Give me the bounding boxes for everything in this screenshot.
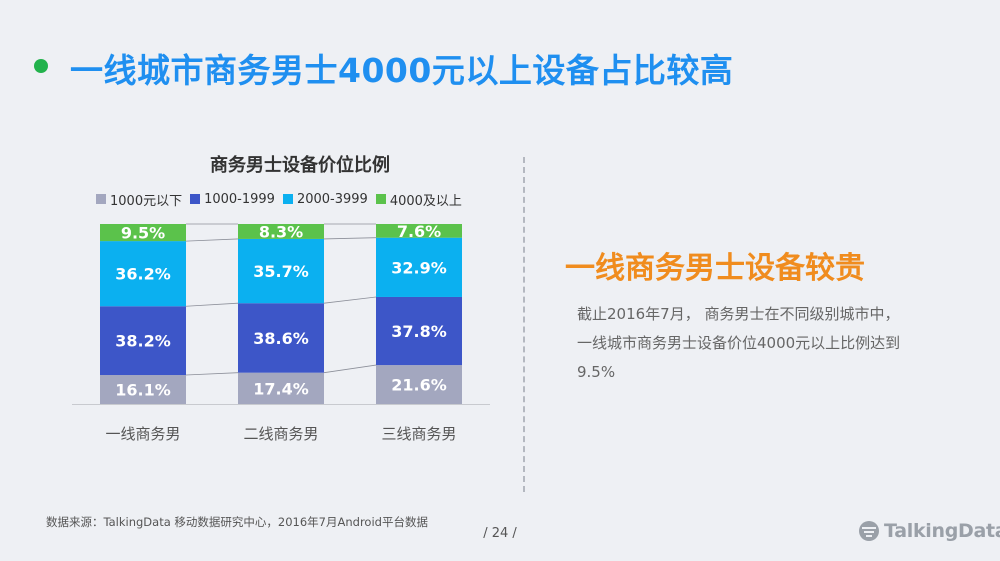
legend-swatch-series-3	[375, 194, 386, 204]
data-source-note: 数据来源：TalkingData 移动数据研究中心，2016年7月Android…	[46, 515, 428, 529]
stacked-bar-chart: 16.1% 38.2% 36.2% 9.5% 17.4% 38.6% 35.7% 8.3% 21…	[72, 222, 490, 443]
bar-segment-0-3	[100, 224, 186, 242]
data-label-0-0: 16.1%	[115, 381, 171, 400]
bar-segment-1-3	[238, 224, 324, 239]
data-label-1-3: 8.3%	[259, 222, 303, 241]
legend-label-series-2: 2000-3999	[296, 191, 368, 207]
data-label-1-0: 17.4%	[253, 379, 309, 398]
data-label-2-2: 32.9%	[391, 258, 447, 277]
connector-line-1-1	[323, 296, 377, 304]
connector-line-0-1	[185, 302, 239, 307]
data-label-0-2: 36.2%	[115, 265, 171, 284]
connector-line-0-0	[185, 372, 239, 376]
legend-label-series-0: 1000元以下	[110, 193, 183, 209]
data-label-2-1: 37.8%	[391, 322, 447, 341]
talkingdata-logo-icon	[859, 521, 879, 541]
side-description-line-1: 截止2016年7月， 商务男士在不同级别城市中，	[577, 305, 900, 323]
data-label-2-3: 7.6%	[397, 222, 441, 241]
connector-line-1-2	[323, 237, 377, 240]
bar-segment-2-3	[376, 224, 462, 238]
title-bullet-dot	[34, 59, 48, 73]
data-label-2-0: 21.6%	[391, 376, 447, 395]
bar-segment-1-2	[238, 238, 324, 304]
chart-title: 商务男士设备价位比例	[210, 155, 390, 176]
side-description-line-2: 一线城市商务男士设备价位4000元以上比例达到	[577, 334, 901, 352]
bar-segment-2-1	[376, 296, 462, 366]
legend-label-series-3: 4000及以上	[389, 193, 462, 209]
section-divider	[523, 157, 525, 492]
side-description: 截止2016年7月， 商务男士在不同级别城市中， 一线城市商务男士设备价位400…	[577, 300, 967, 387]
category-label-2: 三线商务男	[381, 425, 456, 443]
bar-segment-0-1	[100, 306, 186, 376]
legend-label-series-1: 1000-1999	[204, 191, 275, 207]
connector-line-1-0	[323, 364, 377, 374]
category-label-0: 一线商务男	[105, 425, 180, 443]
brand-logo: TalkingData	[858, 518, 1000, 544]
page-number: / 24 /	[483, 526, 517, 541]
legend-swatch-series-0	[96, 194, 106, 204]
category-label-1: 二线商务男	[243, 425, 318, 443]
bar-segment-2-0	[376, 365, 462, 404]
brand-name: TalkingData	[884, 520, 1000, 542]
side-description-line-3: 9.5%	[577, 363, 616, 381]
bar-segment-0-2	[100, 241, 186, 307]
bar-segment-1-0	[238, 372, 324, 404]
bar-segment-1-1	[238, 303, 324, 373]
connector-line-0-2	[185, 238, 239, 242]
data-label-0-1: 38.2%	[115, 332, 171, 351]
data-label-1-1: 38.6%	[253, 329, 309, 348]
legend-swatch-series-1	[190, 194, 201, 204]
data-label-0-3: 9.5%	[121, 224, 165, 243]
bar-segment-0-0	[100, 375, 186, 404]
chart-legend: 1000元以下 1000-1999 2000-3999 4000及以上	[96, 190, 470, 209]
legend-swatch-series-2	[282, 194, 293, 204]
bar-segment-2-2	[376, 237, 462, 297]
legend-item-series-3: 4000及以上	[375, 190, 462, 209]
legend-item-series-1: 1000-1999	[190, 192, 275, 207]
side-heading: 一线商务男士设备较贵	[565, 251, 865, 286]
page-title: 一线城市商务男士4000元以上设备占比较高	[70, 51, 734, 90]
legend-item-series-2: 2000-3999	[282, 191, 368, 207]
legend-item-series-0: 1000元以下	[96, 190, 182, 209]
data-label-1-2: 35.7%	[253, 262, 309, 281]
